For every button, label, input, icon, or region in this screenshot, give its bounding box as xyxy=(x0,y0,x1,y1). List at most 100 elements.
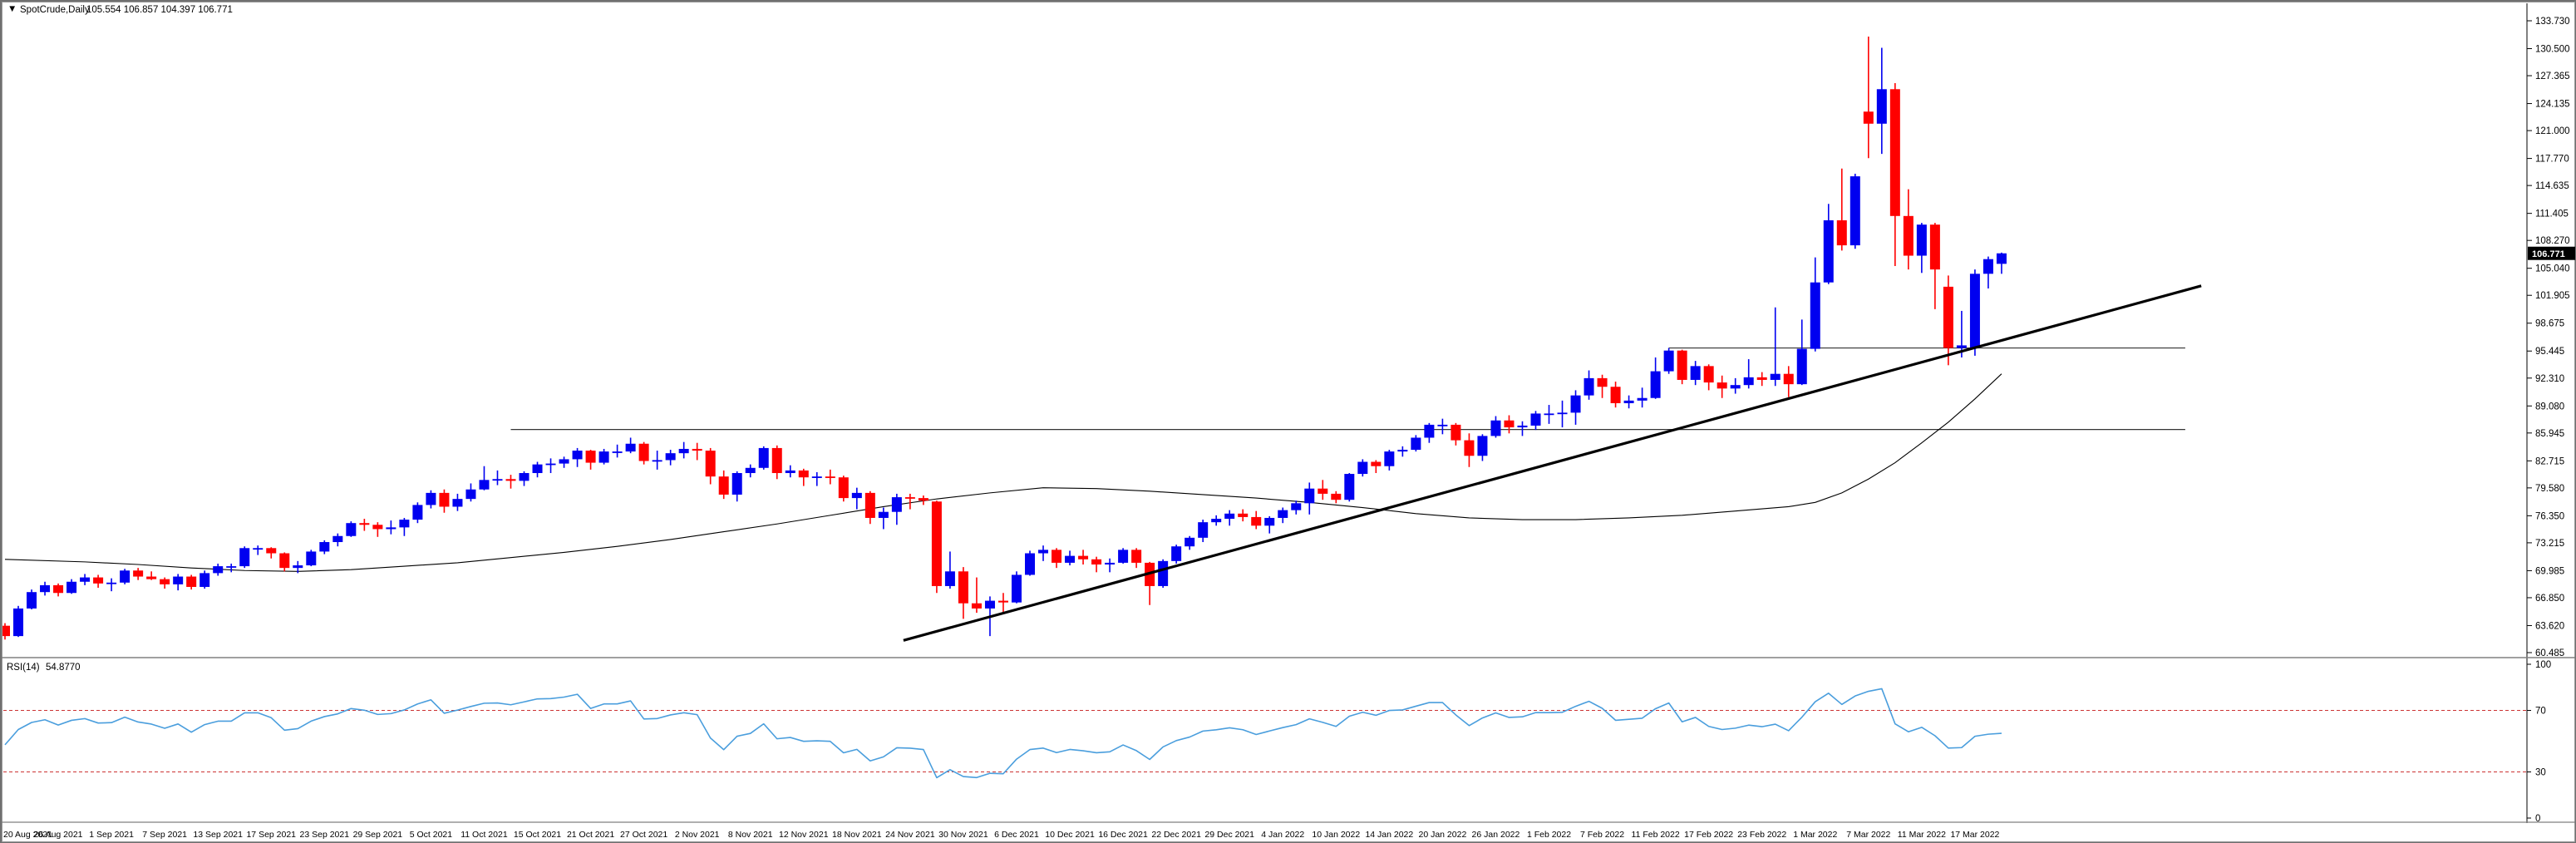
candle xyxy=(1916,223,1927,274)
candle xyxy=(1517,421,1528,436)
candle-body xyxy=(239,548,250,567)
date-tick-label: 18 Nov 2021 xyxy=(832,830,882,840)
candle-body xyxy=(572,451,583,460)
candle xyxy=(1078,550,1089,564)
candle-body xyxy=(386,527,396,530)
candle-body xyxy=(1584,377,1594,396)
candle-body xyxy=(40,584,51,593)
price-tick-label: 124.135 xyxy=(2535,100,2570,110)
candle xyxy=(412,502,423,524)
candle-body xyxy=(1424,424,1435,438)
candle xyxy=(891,493,902,525)
candle xyxy=(572,447,583,467)
date-tick-label: 7 Mar 2022 xyxy=(1846,830,1890,840)
candle-body xyxy=(213,566,224,574)
candle xyxy=(372,522,383,537)
candle xyxy=(1584,370,1594,400)
price-tick-label: 101.905 xyxy=(2535,291,2570,301)
candle-body xyxy=(598,451,609,463)
candle-body xyxy=(1903,215,1914,256)
candle-body xyxy=(1451,424,1461,441)
candle xyxy=(1969,269,1980,356)
candle-body xyxy=(1849,176,1860,246)
candle-body xyxy=(1637,397,1648,401)
candle-body xyxy=(958,571,968,604)
candle-body xyxy=(931,501,942,586)
current-price-tag xyxy=(2528,246,2575,260)
candle xyxy=(106,578,117,592)
price-tick-label: 69.985 xyxy=(2535,566,2564,576)
candle xyxy=(1052,548,1062,569)
candle-body xyxy=(745,467,756,474)
rsi-line xyxy=(4,688,2002,779)
candle xyxy=(332,533,343,547)
candle-body xyxy=(332,535,343,543)
candle xyxy=(1544,405,1554,424)
ascending-trendline[interactable] xyxy=(903,284,2202,642)
price-tick-label: 111.405 xyxy=(2535,210,2569,219)
candle xyxy=(226,563,237,573)
date-tick-label: 17 Sep 2021 xyxy=(246,830,296,840)
candle-body xyxy=(665,453,676,461)
candle xyxy=(1530,411,1541,431)
candle-body xyxy=(545,463,556,466)
candle-body xyxy=(226,566,237,568)
candle-body xyxy=(346,523,357,536)
date-tick-label: 26 Aug 2021 xyxy=(34,830,83,840)
candle-body xyxy=(1916,224,1927,256)
candle-body xyxy=(1889,89,1900,216)
candle-body xyxy=(426,492,436,505)
candle-body xyxy=(1224,513,1235,520)
date-tick-label: 24 Nov 2021 xyxy=(885,830,935,840)
candle xyxy=(173,574,184,591)
candle xyxy=(1490,416,1501,438)
candle xyxy=(811,471,822,486)
candle-body xyxy=(293,565,303,569)
candle xyxy=(971,577,982,614)
candle-body xyxy=(1969,274,1980,348)
candle-body xyxy=(1464,440,1475,456)
rsi-indicator-value: 54.8770 xyxy=(46,663,81,673)
candle xyxy=(1091,556,1102,573)
candle xyxy=(678,441,689,459)
price-tick-label: 76.350 xyxy=(2535,511,2564,521)
candle xyxy=(1796,319,1807,386)
date-tick-label: 29 Sep 2021 xyxy=(353,830,403,840)
candle-body xyxy=(891,497,902,512)
candle xyxy=(1384,449,1395,471)
candle-body xyxy=(13,608,24,637)
candle xyxy=(1823,204,1834,284)
candle-body xyxy=(1863,111,1874,124)
candle-body xyxy=(452,499,463,507)
candle-body xyxy=(1530,413,1541,426)
candle xyxy=(1504,415,1515,434)
candle-body xyxy=(1264,517,1275,526)
price-tick-label: 66.850 xyxy=(2535,594,2564,604)
candle xyxy=(785,465,795,478)
candle-body xyxy=(1318,488,1328,494)
candle xyxy=(319,540,330,555)
candle-body xyxy=(731,473,742,495)
date-tick-label: 7 Sep 2021 xyxy=(142,830,187,840)
candle xyxy=(1238,509,1249,522)
rsi-tick-label: 30 xyxy=(2535,768,2546,778)
candle-body xyxy=(971,603,982,609)
date-tick-label: 20 Aug 2021 xyxy=(3,830,52,840)
candle xyxy=(1943,275,1953,366)
candle-body xyxy=(1623,400,1634,403)
candle-body xyxy=(1238,513,1249,517)
date-tick-label: 1 Mar 2022 xyxy=(1793,830,1837,840)
candle xyxy=(120,569,131,584)
candle xyxy=(997,593,1008,614)
candle xyxy=(519,471,529,486)
candle-body xyxy=(1211,519,1222,523)
symbol-dropdown-icon[interactable]: ▼ xyxy=(7,4,17,14)
candle-body xyxy=(1278,510,1288,518)
candle-body xyxy=(106,582,117,584)
candle xyxy=(93,574,104,589)
candle xyxy=(944,551,955,589)
candle xyxy=(1278,507,1288,524)
candle-body xyxy=(1504,420,1515,428)
candle-body xyxy=(652,460,662,462)
